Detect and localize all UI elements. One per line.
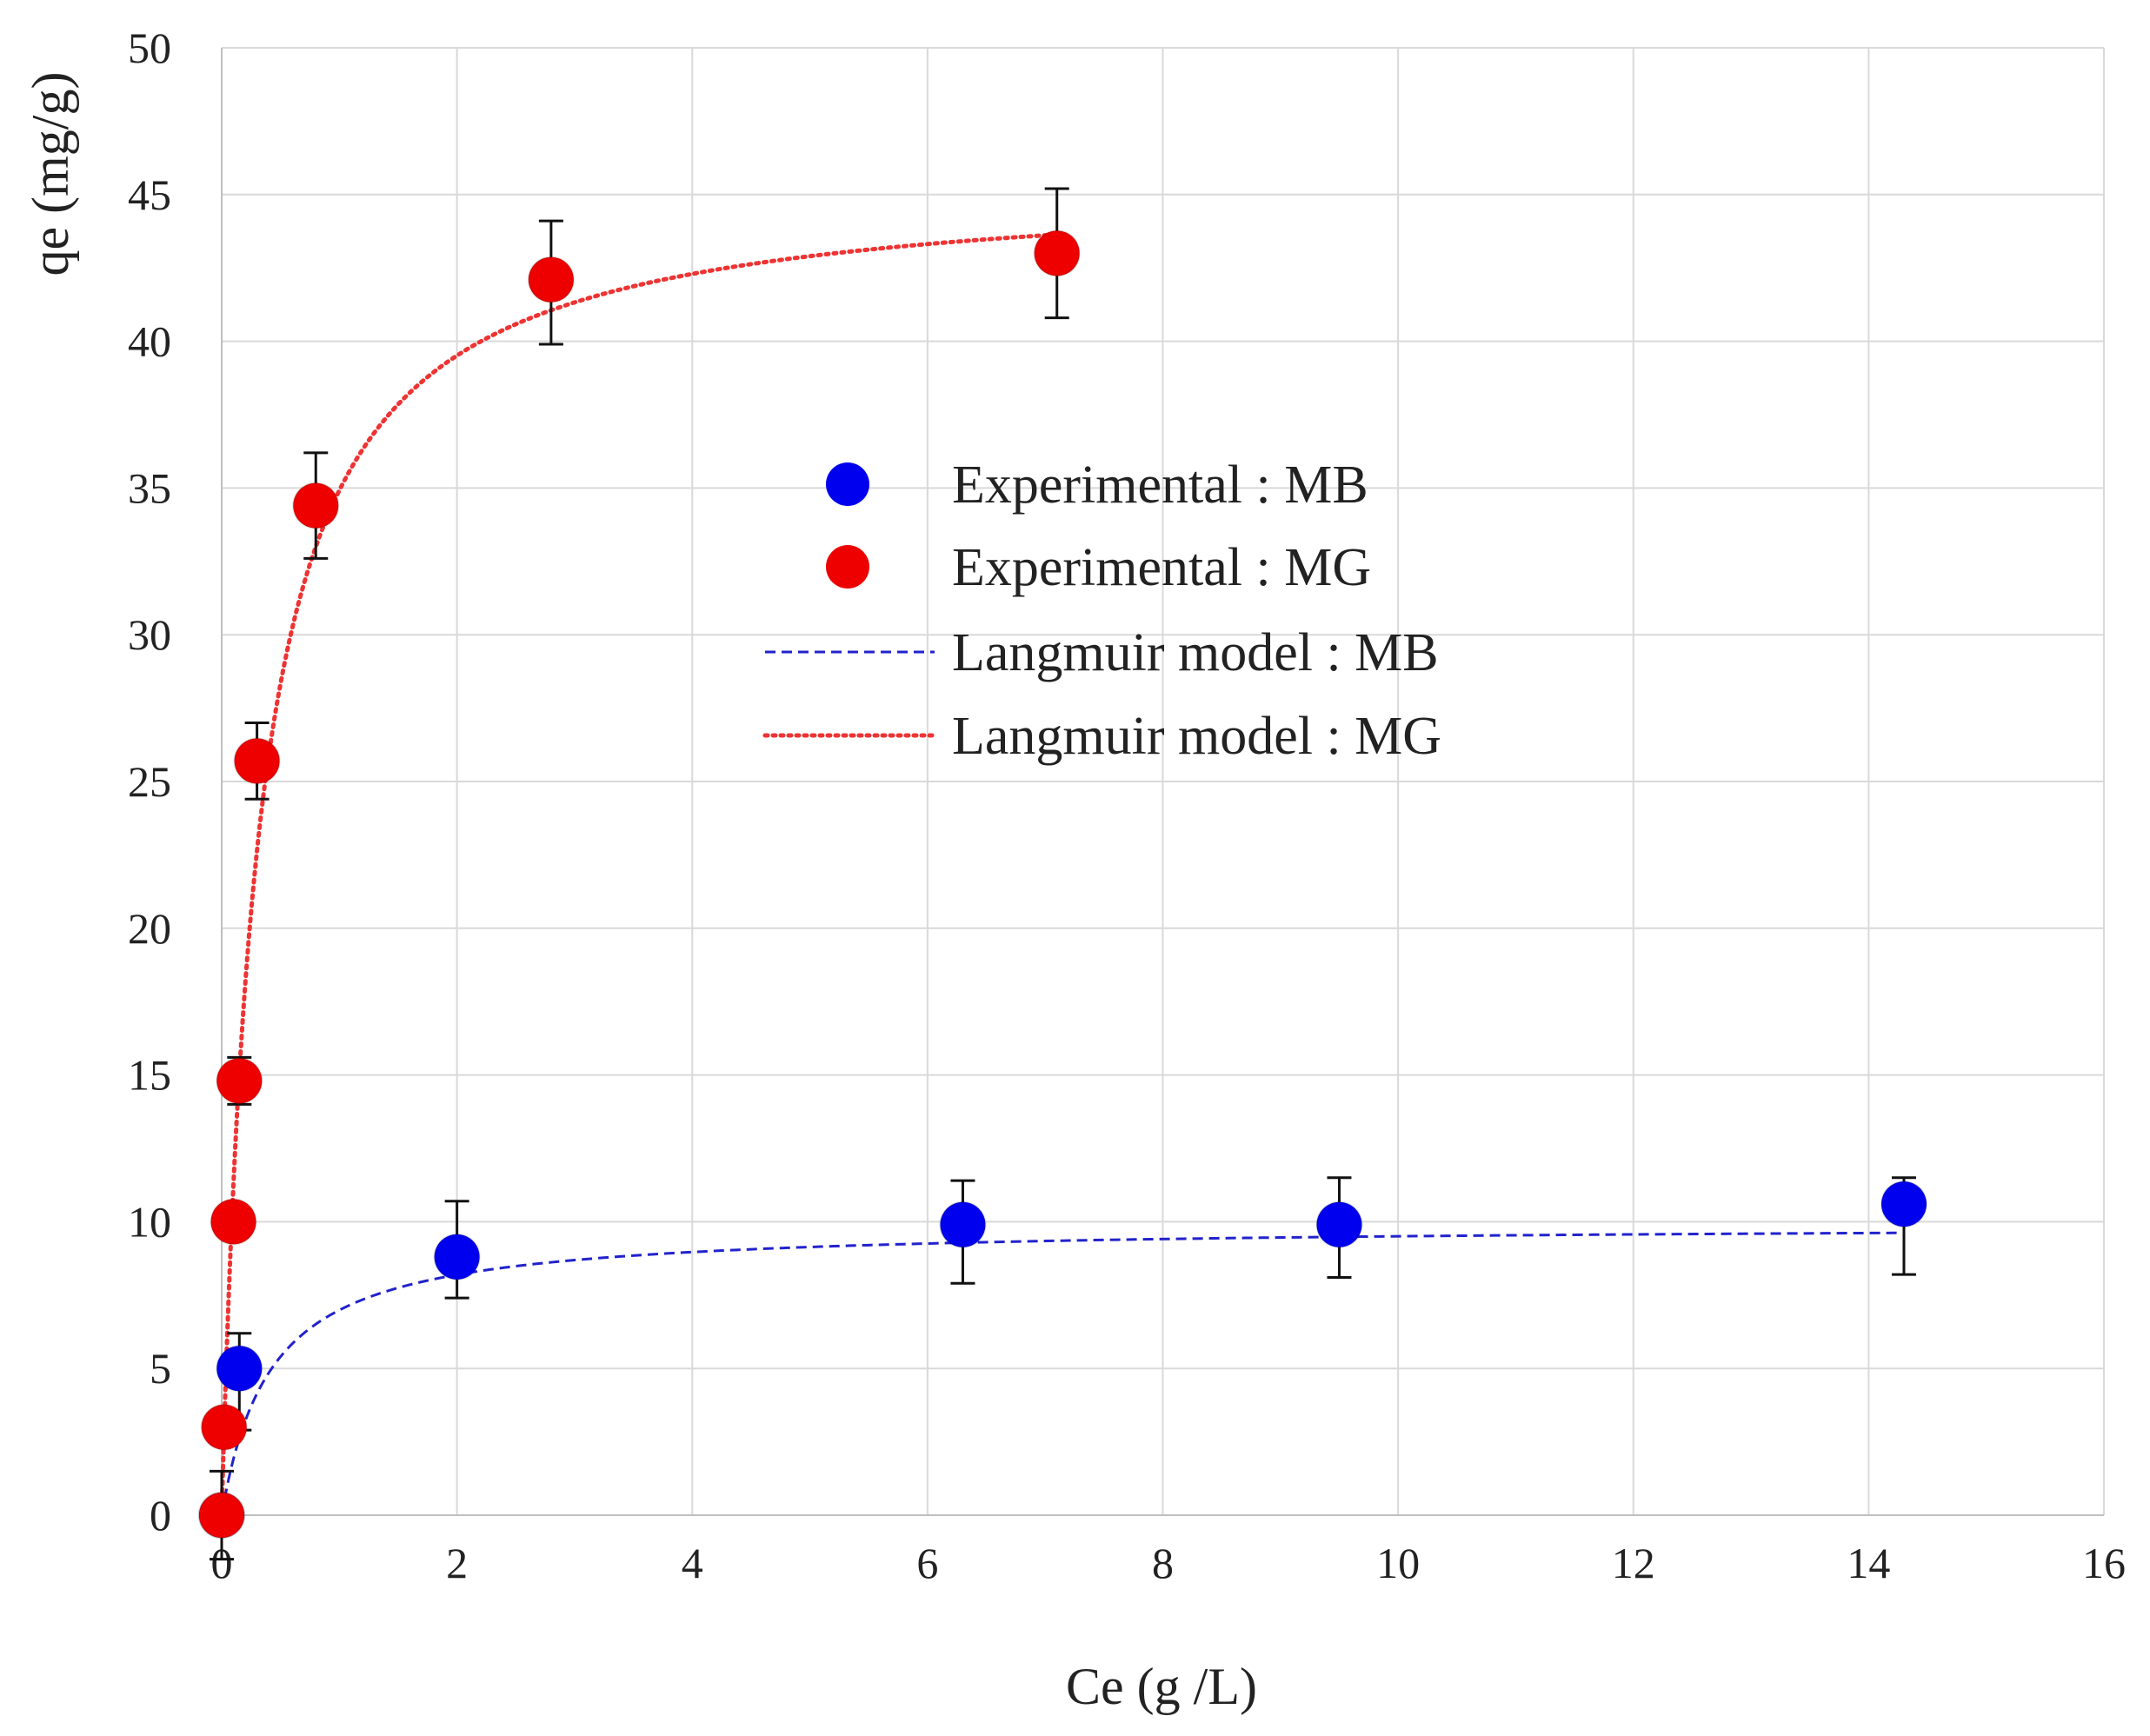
data-point-mg <box>198 1492 245 1539</box>
legend-label-mg: Experimental : MG <box>952 538 1371 597</box>
y-tick-label: 40 <box>128 317 171 366</box>
langmuir-curve-mg <box>219 232 1060 1518</box>
data-point-mb <box>216 1345 263 1393</box>
y-tick-label: 15 <box>128 1051 171 1100</box>
legend-label-langmuir-mb: Langmuir model : MB <box>952 623 1439 682</box>
y-tick-label: 35 <box>128 463 171 512</box>
data-point-mg <box>1033 229 1081 277</box>
y-tick-label: 25 <box>128 757 171 806</box>
langmuir-curve-mb <box>220 1231 1904 1516</box>
y-tick-label: 0 <box>150 1491 171 1540</box>
y-tick-label: 50 <box>128 23 171 72</box>
data-point-mg <box>233 737 281 785</box>
legend: Experimental : MB Experimental : MG Lang… <box>762 456 1441 766</box>
data-point-mg <box>216 1057 263 1105</box>
data-point-mg <box>527 256 575 303</box>
legend-label-mb: Experimental : MB <box>952 456 1368 515</box>
error-bars <box>210 187 1916 1561</box>
x-tick-label: 2 <box>446 1539 468 1587</box>
y-tick-label: 5 <box>150 1344 171 1393</box>
x-tick-label: 6 <box>916 1539 938 1587</box>
x-tick-label: 16 <box>2082 1539 2126 1587</box>
grid <box>221 47 2105 1516</box>
x-tick-label: 10 <box>1376 1539 1420 1587</box>
y-tick-label: 30 <box>128 610 171 659</box>
data-point-mg <box>210 1198 257 1246</box>
y-tick-label: 45 <box>128 170 171 219</box>
y-tick-label: 10 <box>128 1197 171 1246</box>
x-tick-label: 8 <box>1152 1539 1174 1587</box>
data-point-mg <box>292 482 340 529</box>
x-axis-title: Ce (g /L) <box>1066 1658 1257 1715</box>
legend-marker-mb <box>826 462 869 506</box>
data-point-mg <box>200 1403 248 1451</box>
data-points <box>198 229 1927 1539</box>
x-tick-label: 14 <box>1847 1539 1890 1587</box>
data-point-mb <box>939 1201 987 1248</box>
y-axis-title: qe (mg/g) <box>22 72 79 276</box>
x-tick-label: 4 <box>682 1539 703 1587</box>
data-point-mb <box>1880 1181 1927 1228</box>
legend-label-langmuir-mg: Langmuir model : MG <box>952 707 1441 766</box>
data-point-mb <box>1315 1201 1363 1248</box>
legend-marker-mg <box>826 545 869 589</box>
data-point-mb <box>433 1233 481 1280</box>
y-tick-label: 20 <box>128 904 171 953</box>
model-curves <box>219 232 1904 1518</box>
x-tick-label: 12 <box>1612 1539 1655 1587</box>
